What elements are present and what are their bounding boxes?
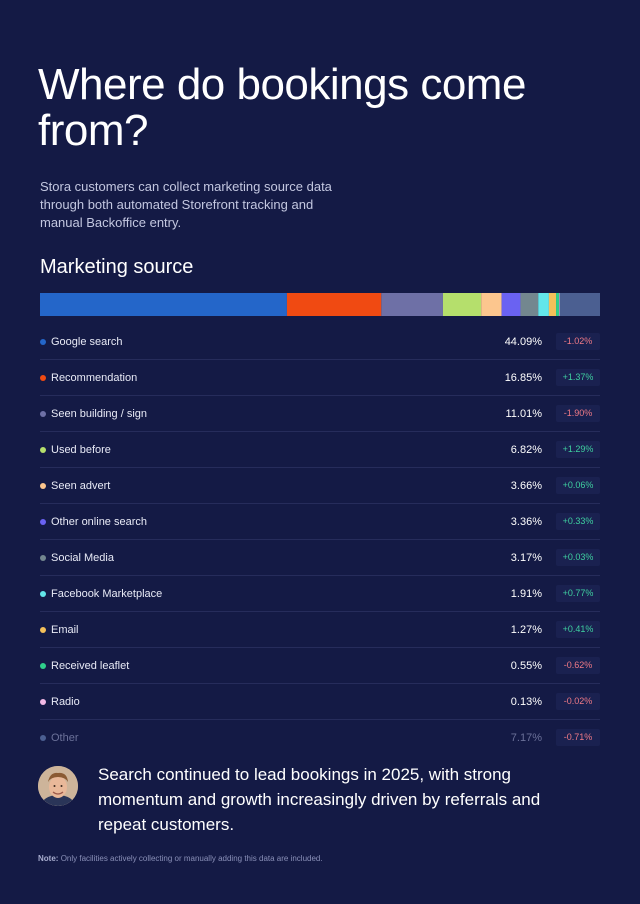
legend-dot [40, 446, 46, 453]
bar-segment [481, 293, 502, 316]
bar-segment [556, 293, 560, 316]
data-label: 3.17% [510, 551, 542, 564]
legend-dot [40, 590, 46, 597]
change-badge: +0.06% [556, 477, 600, 494]
bar-segment [559, 293, 600, 316]
legend-row: Seen building / sign 11.01% -1.90% [40, 396, 600, 432]
marketing-source-list: Google search 44.09% -1.02% Recommendation 1… [40, 324, 600, 755]
bar-segment [381, 293, 443, 316]
bar-segment [40, 293, 287, 316]
legend-row: Recommendation 16.85% +1.37% [40, 360, 600, 396]
bar-segment [501, 293, 521, 316]
footnote-label: Note: [38, 854, 59, 863]
change-badge: -1.90% [556, 405, 600, 422]
change-badge: -0.71% [556, 729, 600, 746]
legend-dot [40, 518, 46, 525]
legend-dot [40, 662, 46, 669]
quote-text: Search continued to lead bookings in 202… [98, 765, 541, 834]
intro-text: Stora customers can collect marketing so… [40, 179, 332, 230]
change-badge: +0.77% [556, 585, 600, 602]
legend-row: Other 7.17% -0.71% [40, 720, 600, 755]
change-badge: +0.33% [556, 513, 600, 530]
legend-dot [40, 338, 46, 345]
data-label: 44.09% [504, 335, 542, 348]
change-badge: -0.62% [556, 657, 600, 674]
legend-row: Used before 6.82% +1.29% [40, 432, 600, 468]
section-title: Marketing source [40, 256, 194, 278]
legend-dot [40, 374, 46, 381]
legend-label: Seen building / sign [51, 407, 148, 420]
change-badge: -0.02% [556, 693, 600, 710]
bar-segment [559, 293, 560, 316]
bar-segment [442, 293, 482, 316]
legend-row: Seen advert 3.66% +0.06% [40, 468, 600, 504]
change-badge: +1.29% [556, 441, 600, 458]
data-label: 16.85% [504, 371, 542, 384]
legend-label: Received leaflet [51, 659, 130, 672]
data-label: 7.17% [510, 731, 542, 744]
legend-row: Social Media 3.17% +0.03% [40, 540, 600, 576]
bar-segment [520, 293, 539, 316]
legend-row: Facebook Marketplace 1.91% +0.77% [40, 576, 600, 612]
data-label: 3.66% [510, 479, 542, 492]
change-badge: -1.02% [556, 333, 600, 350]
footnote: Note: Only facilities actively collectin… [38, 854, 323, 863]
bar-segment [286, 293, 382, 316]
change-badge: +0.41% [556, 621, 600, 638]
legend-dot [40, 626, 46, 633]
data-label: 6.82% [510, 443, 542, 456]
legend-label: Other online search [51, 515, 147, 528]
data-label: 11.01% [505, 407, 543, 420]
legend-dot [40, 554, 46, 561]
legend-label: Social Media [51, 551, 114, 564]
legend-dot [40, 734, 46, 741]
legend-label: Seen advert [51, 479, 111, 492]
legend-label: Radio [51, 695, 80, 708]
legend-label: Other [51, 731, 79, 744]
legend-row: Received leaflet 0.55% -0.62% [40, 648, 600, 684]
legend-label: Google search [51, 335, 123, 348]
data-label: 0.13% [510, 695, 542, 708]
legend-row: Google search 44.09% -1.02% [40, 324, 600, 360]
legend-label: Email [51, 623, 79, 636]
bar-segment [548, 293, 557, 316]
legend-label: Recommendation [51, 371, 138, 384]
data-label: 1.91% [510, 587, 542, 600]
legend-row: Email 1.27% +0.41% [40, 612, 600, 648]
footnote-text: Only facilities actively collecting or m… [60, 854, 323, 863]
page-title: Where do bookings come from? [38, 60, 526, 155]
bar-segment [538, 293, 549, 316]
data-label: 3.36% [510, 515, 542, 528]
marketing-source-stacked-bar [40, 293, 600, 316]
change-badge: +0.03% [556, 549, 600, 566]
data-label: 0.55% [510, 659, 542, 672]
legend-label: Facebook Marketplace [51, 587, 163, 600]
legend-dot [40, 698, 46, 705]
legend-row: Radio 0.13% -0.02% [40, 684, 600, 720]
legend-row: Other online search 3.36% +0.33% [40, 504, 600, 540]
legend-dot [40, 410, 46, 417]
legend-label: Used before [51, 443, 111, 456]
legend-dot [40, 482, 46, 489]
data-label: 1.27% [510, 623, 542, 636]
change-badge: +1.37% [556, 369, 600, 386]
avatar [38, 766, 78, 806]
